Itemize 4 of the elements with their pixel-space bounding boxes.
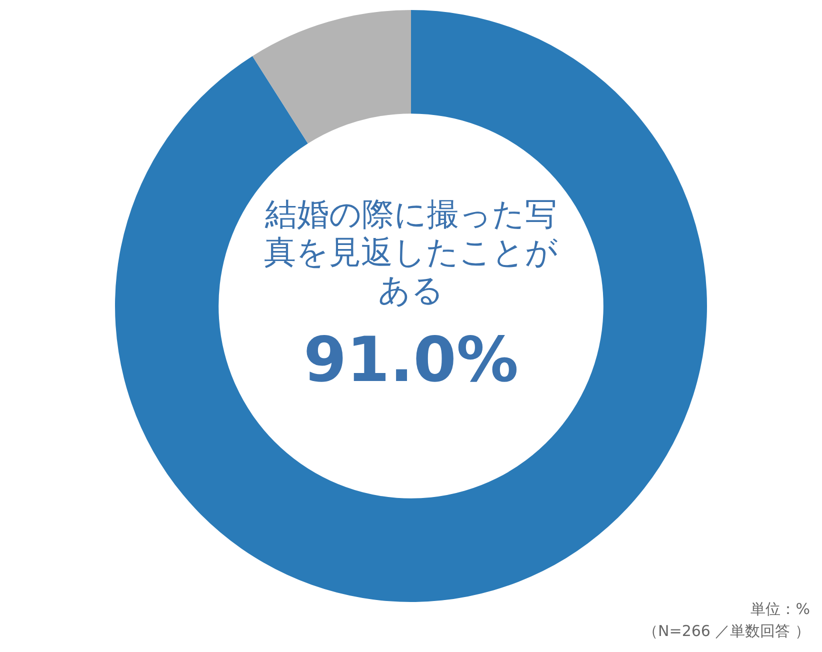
slice-label: 結婚の際に撮った写真を見返したことがある bbox=[263, 195, 559, 309]
text: 単位：% bbox=[750, 599, 810, 620]
data-label: 91.0% bbox=[302, 323, 520, 396]
text: （N=266 ／単数回答 ） bbox=[643, 621, 810, 642]
